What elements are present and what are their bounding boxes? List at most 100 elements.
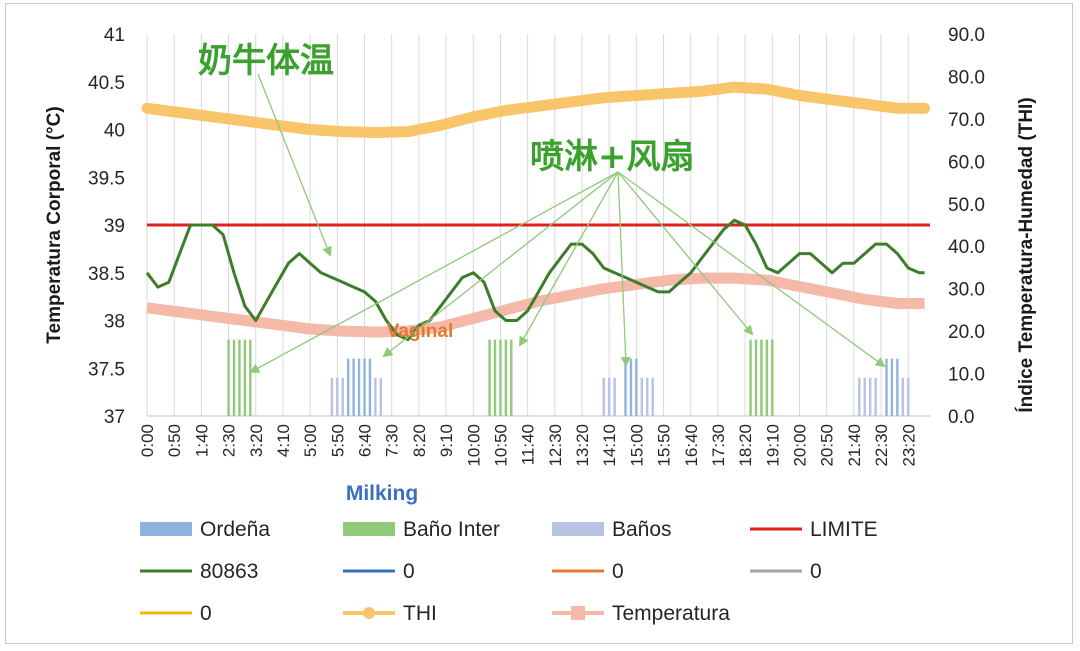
x-tick-label: 14:10 — [600, 424, 619, 467]
y-tick-label: 38.5 — [88, 264, 125, 285]
y-tick-label: 40.5 — [88, 73, 125, 94]
bar-ordena — [368, 358, 372, 416]
x-tick-label: 20:50 — [818, 424, 837, 467]
legend-label: 0 — [200, 602, 212, 625]
bar-bano-inter — [493, 339, 497, 416]
bar-bano-inter — [504, 339, 508, 416]
y2-tick-label: 90.0 — [948, 25, 985, 46]
bar-banos — [341, 377, 344, 416]
x-tick-label: 10:50 — [491, 424, 510, 467]
x-tick-label: 18:20 — [736, 424, 755, 467]
right-y-ticks: 0.0 10.0 20.0 30.0 40.0 50.0 60.0 70.0 80.0 90.0 — [948, 25, 985, 428]
bar-banos — [613, 377, 616, 416]
bar-banos — [640, 377, 644, 416]
legend-label: 0 — [403, 560, 415, 583]
x-tick-label: 5:00 — [301, 424, 320, 457]
hidden-series-label: Vaginal — [387, 321, 454, 342]
x-tick-label: 19:10 — [763, 424, 782, 467]
x-tick-label: 2:30 — [220, 424, 239, 457]
x-tick-label: 21:40 — [845, 424, 864, 467]
y-tick-label: 37 — [104, 407, 125, 428]
bar-banos — [874, 377, 877, 416]
bar-bano-inter — [765, 339, 769, 416]
bar-bano-inter — [510, 339, 513, 416]
x-ticks: 0:00 0:50 1:40 2:30 3:20 4:10 5:00 5:50 6:40 7:30… — [138, 424, 918, 467]
bar-banos — [901, 377, 905, 416]
bar-banos — [330, 377, 334, 416]
bar-bano-inter — [232, 339, 236, 416]
x-tick-label: 0:00 — [138, 424, 157, 457]
y-tick-label: 39.5 — [88, 168, 125, 189]
bar-ordena — [885, 358, 888, 416]
x-tick-label: 10:00 — [464, 424, 483, 467]
bar-ordena — [352, 358, 355, 416]
legend-label: Temperatura — [612, 602, 730, 625]
legend-label: Baño Inter — [403, 518, 500, 541]
bar-banos — [379, 377, 383, 416]
annotation-arrows — [249, 73, 886, 373]
bar-banos — [602, 377, 605, 416]
series-lines — [141, 81, 931, 342]
legend-label: Ordeña — [200, 518, 270, 541]
annotation-sprinkler-fan: 喷淋+风扇 — [530, 137, 695, 177]
x-tick-label: 4:10 — [274, 424, 293, 457]
y2-tick-label: 30.0 — [948, 280, 985, 301]
x-tick-label: 12:30 — [546, 424, 565, 467]
left-y-ticks: 37 37.5 38 38.5 39 39.5 40 40.5 41 — [88, 25, 125, 428]
y2-tick-label: 50.0 — [948, 195, 985, 216]
arrow-sprinkler-fan — [519, 171, 619, 347]
arrow-sprinkler-fan — [382, 171, 619, 358]
x-tick-label: 6:40 — [356, 424, 375, 457]
legend-label: LIMITE — [810, 518, 878, 541]
bar-banos — [858, 377, 861, 416]
arrow-cow-temp — [257, 73, 332, 257]
x-axis-title: Milking — [346, 482, 418, 505]
annotation-cow-temp: 奶牛体温 — [198, 41, 334, 81]
y-tick-label: 39 — [104, 216, 125, 237]
legend: Ordeña Baño Inter Baños LIMITE 80863 0 0 0 0 THI T… — [140, 518, 878, 625]
legend-label: 80863 — [200, 560, 258, 583]
bar-bano-inter — [754, 339, 758, 416]
y-tick-label: 41 — [104, 25, 125, 46]
bar-bano-inter — [488, 339, 491, 416]
bar-ordena — [629, 358, 633, 416]
x-tick-label: 3:20 — [247, 424, 266, 457]
x-tick-label: 5:50 — [328, 424, 347, 457]
bar-bano-inter — [249, 339, 252, 416]
bar-banos — [336, 377, 339, 416]
legend-marker — [571, 606, 585, 620]
y-tick-label: 38 — [104, 312, 125, 333]
x-tick-label: 23:20 — [899, 424, 918, 467]
y2-tick-label: 10.0 — [948, 365, 985, 386]
bar-banos — [651, 377, 654, 416]
legend-label: Baños — [612, 518, 672, 541]
bar-ordena — [635, 358, 638, 416]
bar-ordena — [363, 358, 366, 416]
y2-tick-label: 70.0 — [948, 110, 985, 131]
x-tick-label: 1:40 — [192, 424, 211, 457]
x-tick-label: 0:50 — [165, 424, 184, 457]
chart-frame — [5, 3, 1073, 644]
y-tick-label: 40 — [104, 121, 125, 142]
x-tick-label: 11:40 — [519, 424, 538, 465]
bars — [227, 339, 910, 416]
bar-ordena — [896, 358, 899, 416]
y2-axis-title: Índice Temperatura-Humedad (THI) — [1015, 97, 1037, 412]
bar-bano-inter — [771, 339, 774, 416]
y-tick-label: 37.5 — [88, 359, 125, 380]
cow-temperature-line — [145, 218, 925, 342]
x-tick-label: 16:40 — [682, 424, 701, 467]
x-tick-label: 7:30 — [383, 424, 402, 457]
legend-swatch — [140, 522, 192, 536]
x-tick-label: 17:30 — [709, 424, 728, 467]
y2-tick-label: 60.0 — [948, 152, 985, 173]
y2-tick-label: 80.0 — [948, 67, 985, 88]
bar-bano-inter — [760, 339, 763, 416]
legend-swatch — [343, 522, 395, 536]
y-axis-title: Temperatura Corporal (°C) — [44, 106, 65, 343]
y2-tick-label: 40.0 — [948, 237, 985, 258]
x-tick-label: 20:00 — [791, 424, 810, 467]
temperatura-line — [146, 272, 925, 338]
legend-marker — [363, 607, 375, 619]
